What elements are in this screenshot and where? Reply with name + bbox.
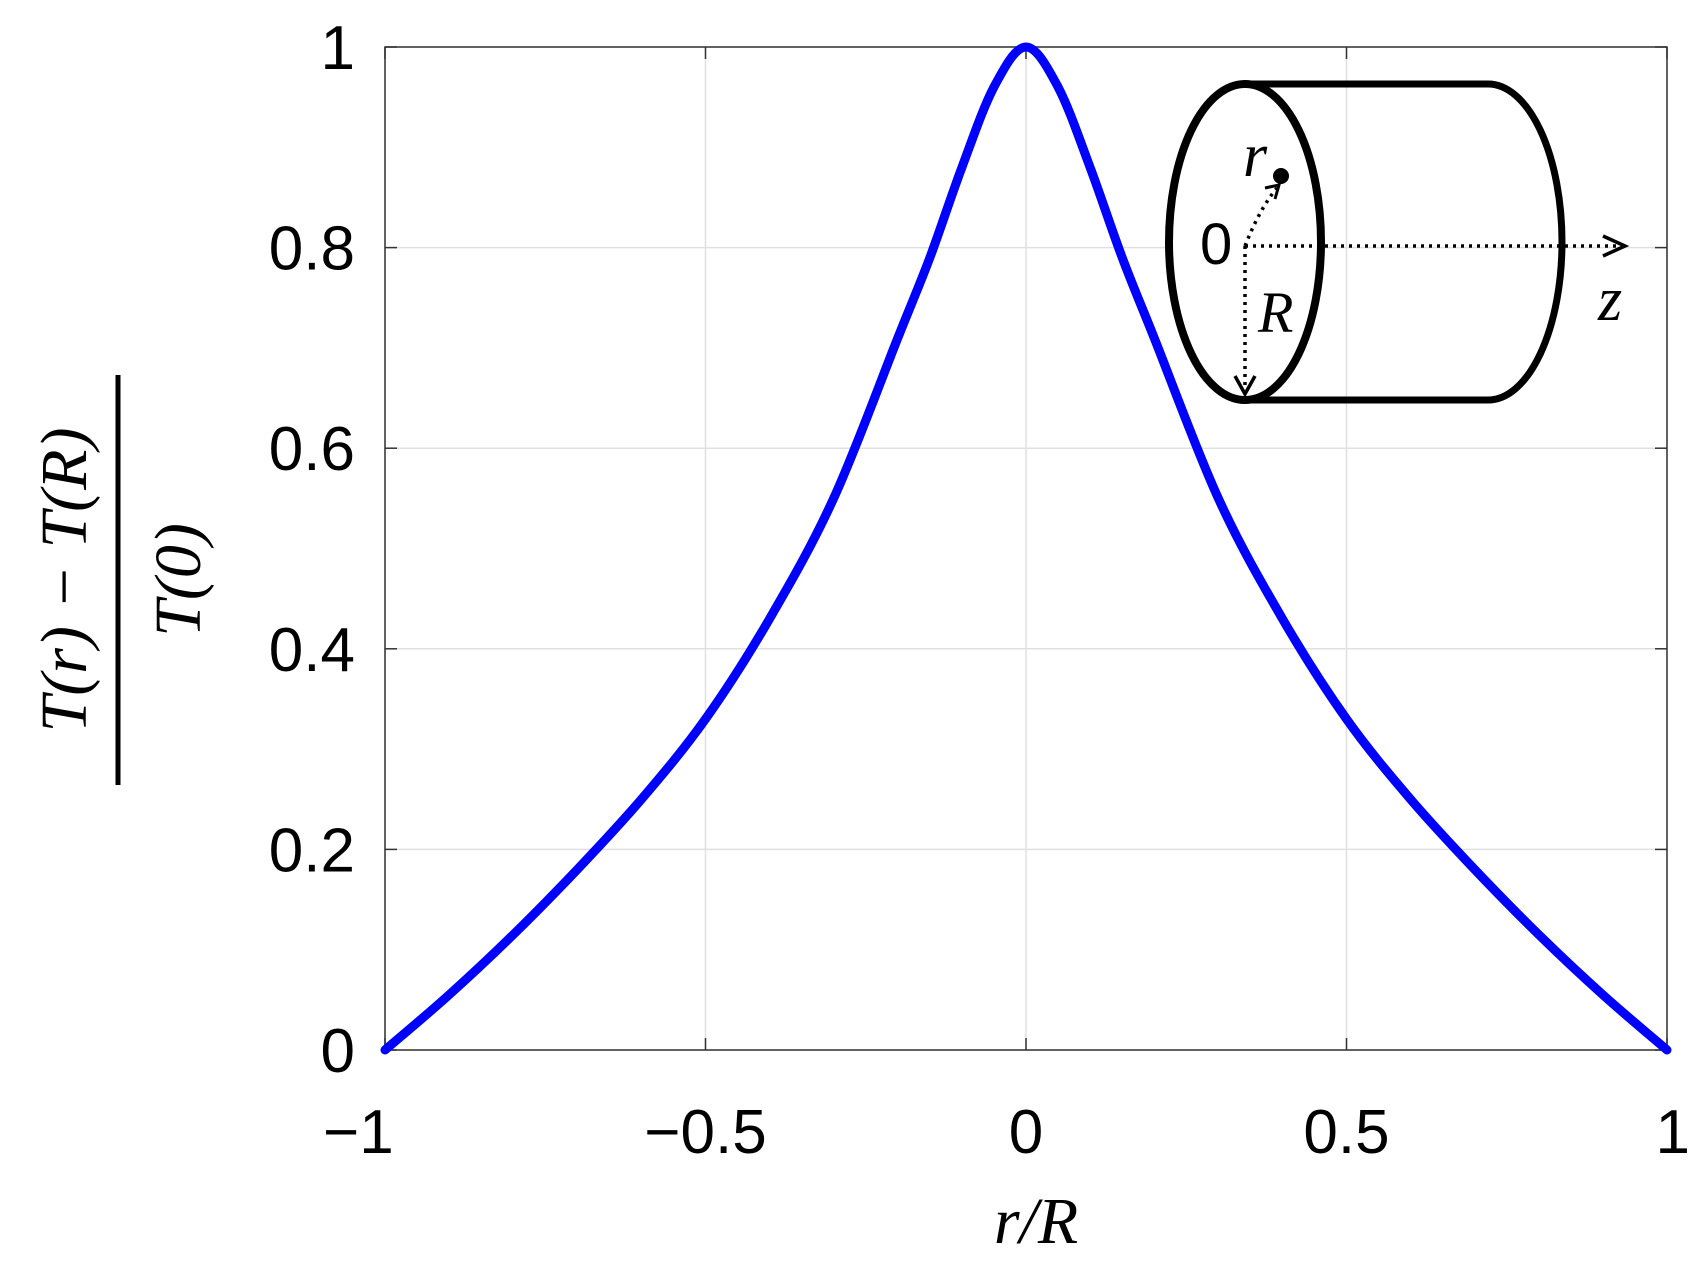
r-position-arrowhead bbox=[1264, 183, 1282, 200]
z-axis-arrowhead bbox=[1602, 234, 1630, 258]
origin-label: 0 bbox=[1200, 212, 1232, 277]
y-axis-label-numerator: T(r) − T(R) bbox=[28, 428, 101, 733]
cylinder-front-face bbox=[1165, 80, 1325, 404]
cylinder-back-arc bbox=[1487, 80, 1566, 404]
y-axis-label: T(r) − T(R) T(0) bbox=[28, 375, 215, 785]
x-axis-label: r/R bbox=[994, 1185, 1078, 1258]
x-tick-label: −1 bbox=[323, 1098, 394, 1167]
y-tick-label: 0 bbox=[321, 1017, 355, 1086]
x-tick-label: 1 bbox=[1656, 1098, 1690, 1167]
r-point-marker bbox=[1273, 168, 1289, 184]
cylinder-inset-diagram: 0 r R z bbox=[1165, 80, 1630, 404]
y-tick-label: 0.8 bbox=[269, 215, 355, 284]
R-radius-arrowhead bbox=[1233, 375, 1257, 398]
y-tick-label: 0.4 bbox=[269, 616, 355, 685]
x-tick-label: 0 bbox=[1009, 1098, 1043, 1167]
grid-lines bbox=[384, 46, 1668, 1051]
x-tick-label: −0.5 bbox=[644, 1098, 766, 1167]
y-axis-label-denominator: T(0) bbox=[142, 523, 215, 637]
R-label: R bbox=[1257, 280, 1293, 345]
r-label: r bbox=[1243, 122, 1268, 190]
series-line bbox=[380, 42, 1672, 1055]
x-tick-labels: −1 −0.5 0 0.5 1 bbox=[323, 1098, 1690, 1167]
x-tick-label: 0.5 bbox=[1303, 1098, 1389, 1167]
y-tick-label: 0.2 bbox=[269, 816, 355, 885]
y-tick-labels: 0 0.2 0.4 0.6 0.8 1 bbox=[269, 14, 355, 1086]
y-tick-label: 1 bbox=[321, 14, 355, 83]
z-label: z bbox=[1597, 266, 1622, 334]
y-tick-label: 0.6 bbox=[269, 415, 355, 484]
